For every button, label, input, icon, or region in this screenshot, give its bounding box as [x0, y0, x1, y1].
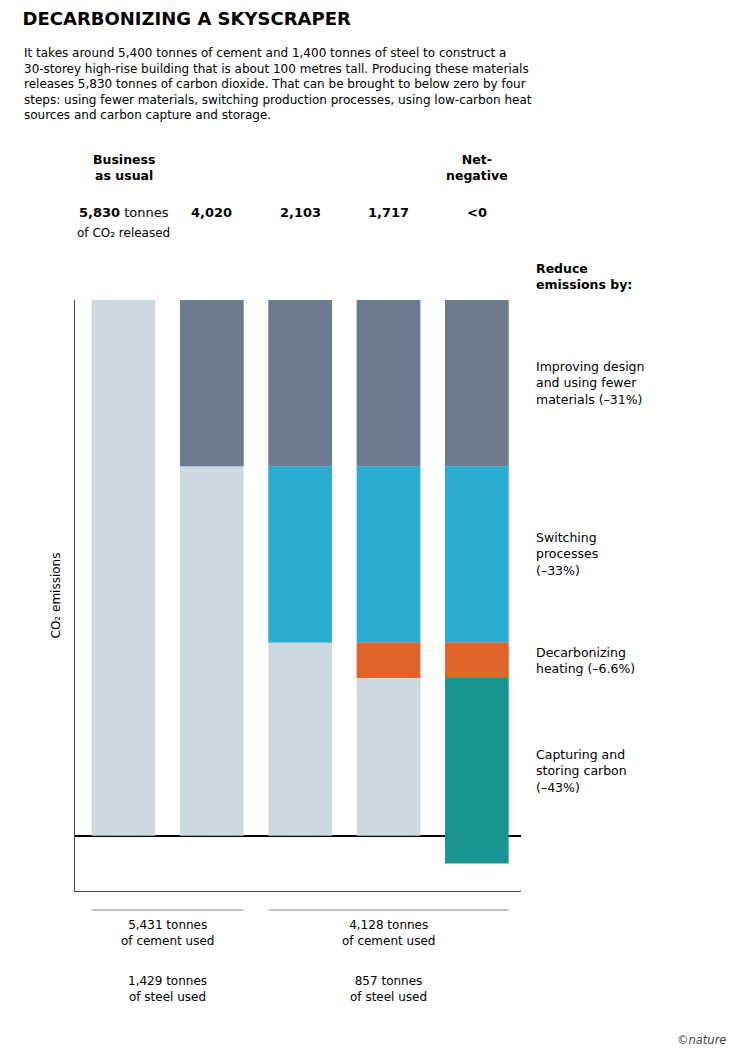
svg-text:Decarbonizingheating (–6.6%): Decarbonizingheating (–6.6%): [536, 645, 635, 676]
svg-text:1,429 tonnesof steel used: 1,429 tonnesof steel used: [128, 974, 207, 1004]
svg-text:5,830 tonnes: 5,830 tonnes: [79, 205, 169, 220]
svg-text:1,717: 1,717: [368, 205, 409, 220]
svg-text:It takes around 5,400 tonnes o: It takes around 5,400 tonnes of cement a…: [24, 46, 532, 122]
svg-text:4,128 tonnesof cement used: 4,128 tonnesof cement used: [342, 918, 435, 948]
svg-text:©nature: ©nature: [677, 1033, 726, 1047]
svg-text:Reduceemissions by:: Reduceemissions by:: [536, 261, 632, 292]
svg-text:Businessas usual: Businessas usual: [93, 152, 155, 183]
svg-text:4,020: 4,020: [191, 205, 232, 220]
svg-text:Net-negative: Net-negative: [446, 152, 508, 183]
svg-text:2,103: 2,103: [280, 205, 321, 220]
svg-text:Switchingprocesses(–33%): Switchingprocesses(–33%): [536, 530, 598, 578]
svg-text:5,431 tonnesof cement used: 5,431 tonnesof cement used: [121, 918, 214, 948]
svg-text:<0: <0: [467, 205, 487, 220]
svg-text:Capturing andstoring carbon(–4: Capturing andstoring carbon(–43%): [536, 747, 627, 795]
svg-text:Improving designand using fewe: Improving designand using fewermaterials…: [536, 359, 644, 407]
svg-text:CO₂ emissions: CO₂ emissions: [49, 553, 63, 639]
svg-text:DECARBONIZING A SKYSCRAPER: DECARBONIZING A SKYSCRAPER: [23, 8, 351, 29]
svg-text:of CO₂ released: of CO₂ released: [77, 226, 170, 240]
svg-text:857 tonnesof steel used: 857 tonnesof steel used: [350, 974, 427, 1004]
